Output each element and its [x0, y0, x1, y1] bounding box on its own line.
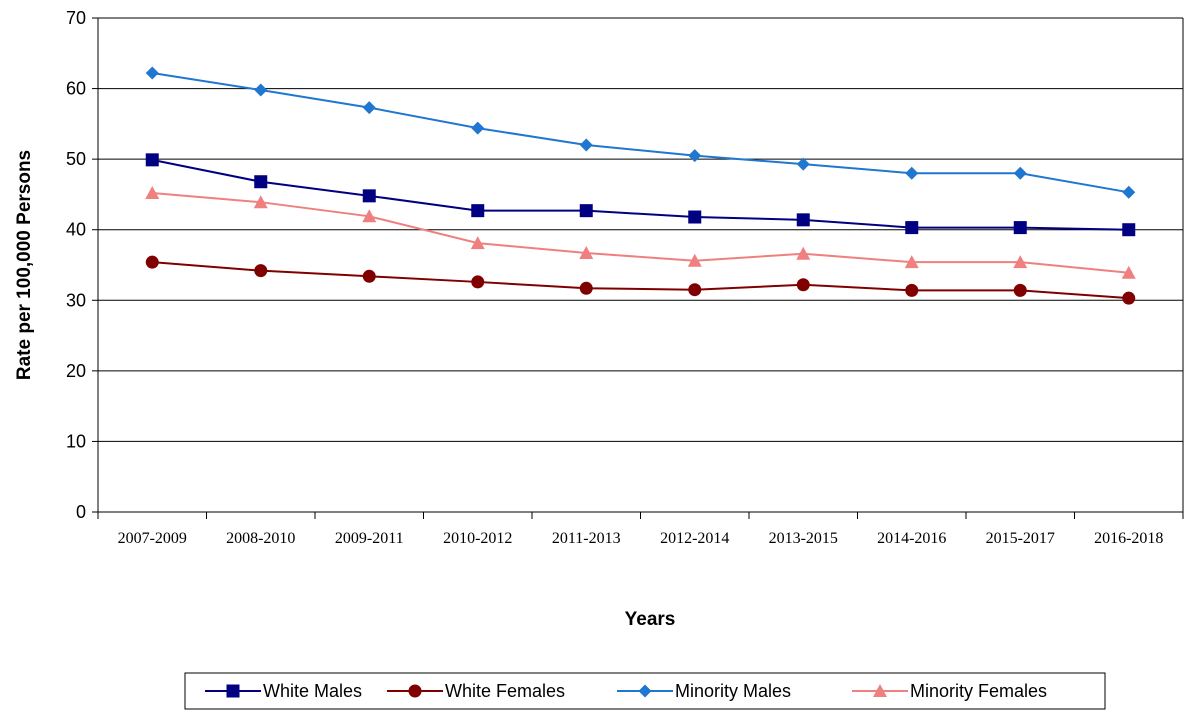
data-point: [470, 236, 485, 250]
x-tick-label-2015-2017: 2015-2017: [986, 530, 1055, 547]
series-1: [145, 255, 1136, 305]
series-line: [152, 192, 1129, 274]
data-point: [796, 246, 811, 260]
data-point: [688, 283, 702, 297]
data-point: [687, 253, 702, 267]
series-3: [145, 186, 1136, 279]
axes: [92, 17, 1184, 519]
data-point: [253, 195, 268, 209]
legend-marker: [226, 684, 240, 698]
series-line: [152, 158, 1129, 231]
data-point: [1013, 283, 1027, 297]
data-point: [1013, 166, 1027, 180]
y-tick-label-70: 70: [66, 8, 86, 28]
y-tick-label-30: 30: [66, 290, 86, 310]
legend-label: White Females: [445, 681, 565, 701]
series-line: [152, 261, 1129, 300]
data-point: [1013, 255, 1028, 269]
data-point: [362, 101, 376, 115]
x-tick-label-2007-2009: 2007-2009: [118, 530, 187, 547]
legend-label: Minority Females: [910, 681, 1047, 701]
y-tick-label-60: 60: [66, 79, 86, 99]
y-tick-label-50: 50: [66, 149, 86, 169]
data-point: [579, 281, 593, 295]
data-point: [254, 175, 268, 189]
legend-label: White Males: [263, 681, 362, 701]
data-point: [1121, 265, 1136, 279]
data-point: [1013, 221, 1027, 235]
y-tick-label-0: 0: [76, 502, 86, 522]
series-2: [145, 66, 1136, 199]
data-point: [1122, 185, 1136, 199]
legend-marker: [873, 684, 887, 697]
x-tick-label-2010-2012: 2010-2012: [443, 530, 512, 547]
legend-item-3: Minority Females: [852, 681, 1047, 701]
legend-item-0: White Males: [205, 681, 362, 701]
data-point: [1122, 291, 1136, 305]
y-tick-labels: 0 10 20 30 40 50 60 70: [66, 8, 86, 522]
x-tick-label-2012-2014: 2012-2014: [660, 530, 729, 547]
x-tick-label-2011-2013: 2011-2013: [552, 530, 621, 547]
data-point: [145, 186, 160, 200]
legend-item-2: Minority Males: [617, 681, 791, 701]
x-tick-label-2009-2011: 2009-2011: [335, 530, 404, 547]
y-axis-title: Rate per 100,000 Persons: [14, 150, 35, 380]
data-point: [362, 269, 376, 283]
data-point: [904, 255, 919, 269]
x-tick-label-2008-2010: 2008-2010: [226, 530, 295, 547]
y-tick-label-40: 40: [66, 220, 86, 240]
y-tick-label-20: 20: [66, 361, 86, 381]
data-point: [254, 83, 268, 97]
data-point: [471, 204, 485, 218]
x-tick-labels: 2007-2009 2008-2010 2009-2011 2010-2012 2011…: [118, 530, 1164, 547]
x-axis-title: Years: [625, 609, 676, 630]
data-point: [471, 275, 485, 289]
data-point: [905, 166, 919, 180]
data-point: [471, 121, 485, 135]
data-point: [579, 204, 593, 218]
data-point: [1122, 223, 1136, 237]
legend-item-1: White Females: [387, 681, 565, 701]
data-point: [145, 255, 159, 269]
data-point: [905, 221, 919, 235]
data-point: [254, 264, 268, 278]
x-tick-label-2016-2018: 2016-2018: [1094, 530, 1163, 547]
series-group: [145, 66, 1136, 305]
data-point: [145, 153, 159, 167]
data-point: [796, 213, 810, 227]
series-0: [145, 153, 1136, 237]
y-tick-label-10: 10: [66, 431, 86, 451]
legend-marker: [408, 684, 422, 698]
data-point: [362, 209, 377, 223]
data-point: [579, 246, 594, 260]
legend: White Males White Females Minority Males Mi…: [184, 672, 1106, 710]
data-point: [796, 157, 810, 171]
legend-label: Minority Males: [675, 681, 791, 701]
data-point: [579, 138, 593, 152]
series-line: [152, 72, 1129, 194]
data-point: [145, 66, 159, 80]
data-point: [796, 278, 810, 292]
legend-marker: [638, 684, 652, 698]
x-tick-label-2013-2015: 2013-2015: [769, 530, 838, 547]
x-tick-label-2014-2016: 2014-2016: [877, 530, 946, 547]
data-point: [905, 283, 919, 297]
data-point: [362, 189, 376, 203]
data-point: [688, 210, 702, 224]
data-point: [688, 149, 702, 163]
